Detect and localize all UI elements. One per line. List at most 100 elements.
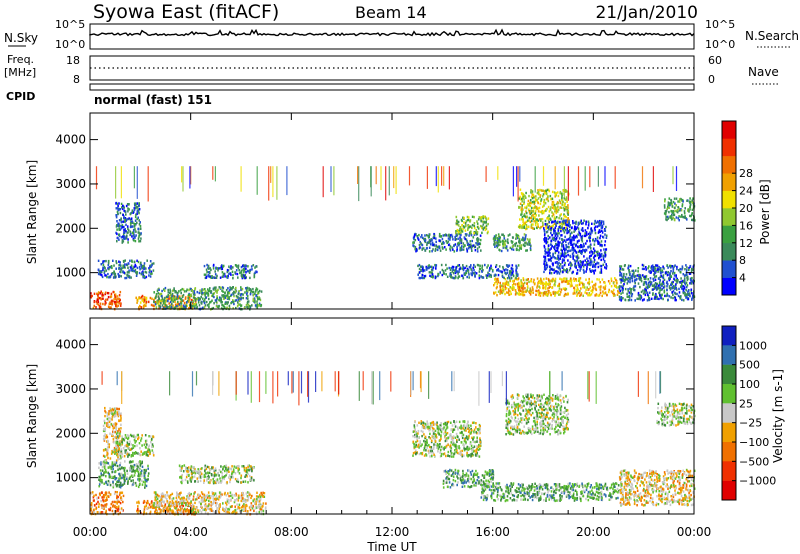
data-cell-0-14-370 <box>679 271 682 274</box>
cpid-value: normal (fast) 151 <box>94 93 212 107</box>
data-cell-0-12-515 <box>572 221 574 225</box>
data-cell-0-0-102 <box>111 303 113 306</box>
data-cell-0-12-651 <box>561 234 563 237</box>
data-cell-0-12-621 <box>590 260 593 263</box>
data-cell-0-14-120 <box>672 290 675 293</box>
data-cell-0-4-112 <box>244 276 247 280</box>
data-cell-1-2-139 <box>115 441 118 445</box>
data-cell-1-1-56 <box>102 424 105 428</box>
data-cell-0-12-376 <box>543 244 546 248</box>
data-cell-0-5-252 <box>217 288 219 292</box>
freq-right-tick-bottom: 0 <box>708 73 715 86</box>
data-cell-0-11-219 <box>429 274 431 277</box>
data-cell-0-2-121 <box>144 276 146 280</box>
data-cell-0-14-445 <box>666 294 669 297</box>
data-cell-0-14-482 <box>660 294 663 297</box>
data-cell-0-10-336 <box>559 293 561 296</box>
data-cell-0-5-327 <box>244 291 246 294</box>
data-cell-0-6-57 <box>456 234 459 237</box>
data-cell-0-6-186 <box>459 238 462 242</box>
data-cell-0-2-164 <box>98 270 101 274</box>
data-cell-0-13-23 <box>683 216 685 219</box>
data-cell-0-11-1 <box>445 263 447 267</box>
data-cell-0-6-200 <box>431 250 433 253</box>
data-cell-0-2-45 <box>130 276 132 279</box>
data-cell-0-14-54 <box>643 267 645 271</box>
data-cell-1-1-117 <box>105 436 107 439</box>
data-cell-1-3-38 <box>135 465 138 468</box>
data-cell-0-14-296 <box>620 281 622 284</box>
data-cell-0-5-222 <box>260 290 263 293</box>
data-cell-0-8-70 <box>529 241 531 244</box>
data-cell-1-1-147 <box>103 449 105 452</box>
data-cell-1-0-31 <box>113 492 116 496</box>
data-cell-0-9-267 <box>562 200 564 203</box>
data-cell-0-5-434 <box>241 288 244 291</box>
data-cell-0-12-477 <box>562 227 564 231</box>
data-cell-0-10-44 <box>519 293 522 296</box>
data-cell-1-3-15 <box>135 484 138 487</box>
data-cell-0-3-21 <box>145 296 148 300</box>
data-cell-0-9-167 <box>529 204 532 208</box>
streak-0-59 <box>614 166 616 189</box>
data-cell-0-12-420 <box>563 249 566 252</box>
data-cell-1-1-180 <box>112 427 115 430</box>
data-cell-0-12-13 <box>562 244 565 247</box>
data-cell-0-9-141 <box>537 225 539 228</box>
data-cell-0-5-128 <box>222 290 224 293</box>
data-cell-0-5-215 <box>157 292 160 295</box>
data-cell-0-1-158 <box>133 208 136 211</box>
data-cell-0-11-135 <box>465 271 467 275</box>
data-cell-0-3-152 <box>177 303 180 306</box>
data-cell-0-10-6 <box>496 282 499 286</box>
data-cell-1-0-8 <box>105 505 107 508</box>
data-cell-0-12-635 <box>582 268 585 272</box>
data-cell-0-14-86 <box>625 273 628 276</box>
data-cell-0-8-120 <box>502 245 504 248</box>
data-cell-0-2-80 <box>142 270 144 273</box>
data-cell-1-3-52 <box>107 462 110 465</box>
data-cell-0-11-150 <box>448 266 450 270</box>
data-cell-0-6-89 <box>423 237 425 241</box>
data-cell-0-14-95 <box>676 277 678 281</box>
data-cell-1-1-154 <box>112 408 115 412</box>
data-cell-0-7-24 <box>455 230 457 233</box>
data-cell-0-11-193 <box>451 276 454 279</box>
data-cell-0-10-77 <box>598 278 600 281</box>
data-cell-0-10-167 <box>554 277 557 281</box>
data-cell-0-2-75 <box>150 272 152 275</box>
data-cell-0-14-421 <box>653 285 656 289</box>
data-cell-0-9-170 <box>527 204 530 207</box>
data-cell-0-11-146 <box>417 264 419 268</box>
data-cell-1-3-104 <box>124 466 126 470</box>
data-cell-1-2-161 <box>136 433 139 437</box>
data-cell-0-11-72 <box>502 267 505 270</box>
data-cell-0-1-90 <box>127 241 129 244</box>
data-cell-0-5-51 <box>258 302 261 305</box>
data-cell-1-2-66 <box>146 443 148 446</box>
data-cell-0-5-208 <box>235 286 237 290</box>
data-cell-0-10-103 <box>495 280 497 283</box>
data-cell-0-7-61 <box>460 227 462 231</box>
data-cell-1-3-58 <box>143 471 145 474</box>
data-cell-0-9-198 <box>559 206 561 209</box>
data-cell-0-2-32 <box>125 263 128 266</box>
colorbar-swatch-0-5 <box>722 190 736 209</box>
data-cell-0-9-212 <box>522 218 524 221</box>
data-cell-0-10-209 <box>504 285 506 288</box>
data-cell-1-3-43 <box>146 478 148 481</box>
data-cell-1-2-78 <box>140 450 142 453</box>
data-cell-0-12-49 <box>544 259 547 263</box>
data-cell-0-11-218 <box>420 269 422 272</box>
data-cell-0-14-513 <box>647 284 650 287</box>
data-cell-0-1-83 <box>126 218 128 221</box>
data-cell-0-6-147 <box>456 249 458 252</box>
data-cell-0-9-33 <box>535 195 537 198</box>
data-cell-0-9-133 <box>521 204 523 207</box>
data-cell-0-11-44 <box>506 271 509 275</box>
data-cell-0-14-314 <box>650 281 653 284</box>
data-cell-0-14-440 <box>669 277 671 281</box>
data-cell-0-1-13 <box>130 224 132 227</box>
data-cell-0-14-523 <box>643 281 645 284</box>
data-cell-0-11-256 <box>494 273 497 276</box>
